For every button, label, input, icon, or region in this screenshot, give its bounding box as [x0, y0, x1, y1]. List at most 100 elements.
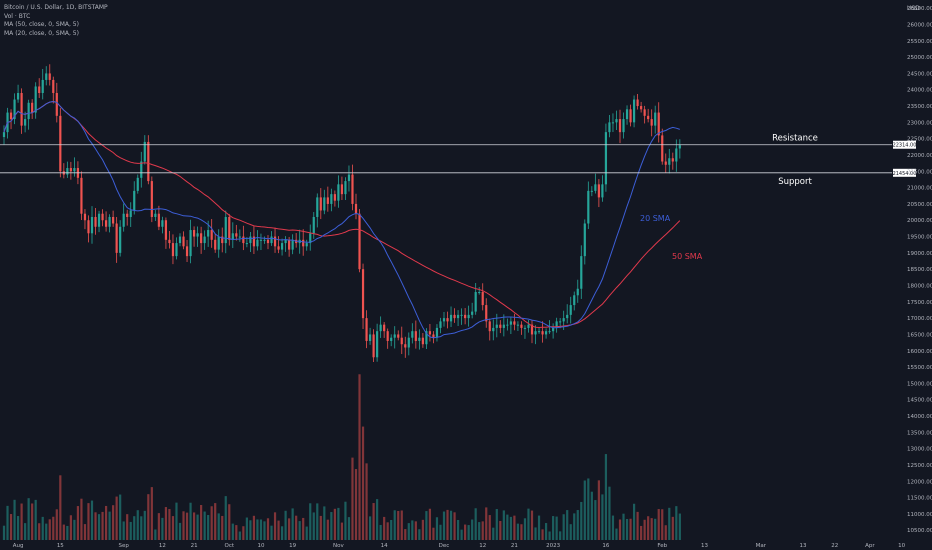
volume-bar [650, 518, 653, 540]
candle [552, 327, 555, 332]
candle [544, 331, 548, 335]
candle [164, 220, 168, 240]
volume-bar [404, 529, 407, 540]
volume-bar [330, 512, 333, 540]
candle [16, 92, 20, 100]
volume-bar [418, 529, 421, 540]
candle [27, 102, 30, 120]
candle [499, 324, 502, 328]
candle [573, 295, 576, 306]
volume-bar [38, 523, 41, 540]
candle [481, 292, 484, 306]
volume-bar [235, 525, 238, 540]
candle [513, 321, 516, 325]
volume-bar [259, 519, 263, 540]
volume-bar [456, 520, 460, 540]
volume-bar [157, 513, 160, 540]
candle [210, 230, 213, 240]
resistance-price-tag [893, 140, 916, 149]
y-tick-label: 19000.00 [907, 251, 932, 257]
volume-bar [59, 475, 62, 540]
candle [361, 269, 365, 319]
volume-bar [122, 521, 125, 540]
candle [104, 220, 108, 227]
candle [671, 158, 674, 162]
candle [207, 230, 210, 237]
x-tick-label: 12 [159, 543, 166, 549]
symbol-title[interactable]: Bitcoin / U.S. Dollar, 1D, BITSTAMP [4, 4, 108, 11]
candle [509, 321, 512, 325]
volume-bar [249, 520, 252, 540]
candle [259, 239, 263, 241]
volume-bar [580, 501, 583, 540]
volume-bar [326, 519, 329, 540]
candle [136, 177, 139, 191]
volume-bar [228, 504, 231, 540]
y-tick-label: 18500.00 [907, 267, 932, 273]
candle [256, 239, 259, 247]
volume-bar [27, 498, 30, 540]
volume-bar [506, 514, 509, 540]
candle [559, 321, 562, 323]
candle [115, 223, 118, 253]
y-tick-label: 17000.00 [907, 316, 932, 322]
volume-bar [597, 480, 600, 540]
candle [485, 305, 488, 322]
ma20-line [3, 100, 680, 339]
candle [133, 190, 136, 211]
volume-bar [442, 511, 446, 540]
volume-bar [608, 486, 611, 540]
volume-bar [312, 512, 315, 540]
candle [200, 233, 203, 244]
candle [126, 213, 129, 217]
ma20-indicator-label[interactable]: MA (20, close, 0, SMA, 5) [4, 29, 79, 37]
volume-bar [242, 526, 245, 540]
candle [69, 168, 72, 172]
volume-bar [6, 505, 9, 540]
candle [495, 324, 498, 328]
candle [379, 324, 382, 332]
candle [407, 337, 410, 348]
candle [235, 233, 238, 237]
candle [41, 79, 44, 93]
candle [87, 220, 90, 234]
candle [224, 216, 227, 244]
volume-bar [647, 516, 650, 540]
volume-bar [263, 521, 266, 540]
volume-bar [16, 516, 20, 540]
candle [192, 230, 196, 237]
candle [154, 213, 157, 217]
candle [425, 331, 428, 345]
candle [20, 92, 23, 126]
candle [358, 213, 361, 270]
candle [590, 190, 593, 192]
support-price-label: 21454.00 [893, 171, 917, 177]
volume-bar [559, 531, 562, 540]
volume-bar [625, 518, 629, 540]
volume-indicator-label[interactable]: Vol · BTC [4, 12, 31, 20]
volume-bar [376, 499, 379, 540]
volume-bar [221, 515, 224, 540]
volume-bar [520, 524, 523, 540]
candle [580, 256, 583, 289]
candle [228, 216, 231, 240]
volume-bar [435, 517, 439, 540]
volume-bar [62, 524, 65, 540]
volume-bar [73, 519, 76, 540]
candle [189, 230, 192, 257]
candle [24, 119, 27, 126]
candle [523, 327, 527, 329]
candle [319, 197, 322, 211]
volume-bar [76, 506, 80, 540]
candle [330, 194, 333, 204]
candle [270, 236, 273, 244]
ma50-indicator-label[interactable]: MA (50, close, 0, SMA, 5) [4, 21, 79, 28]
candle [397, 334, 400, 338]
volume-bar [446, 509, 449, 540]
volume-bar [368, 516, 372, 540]
support-price-tag [893, 168, 916, 177]
candle [629, 109, 632, 123]
candle [597, 184, 600, 198]
candle [453, 314, 456, 319]
